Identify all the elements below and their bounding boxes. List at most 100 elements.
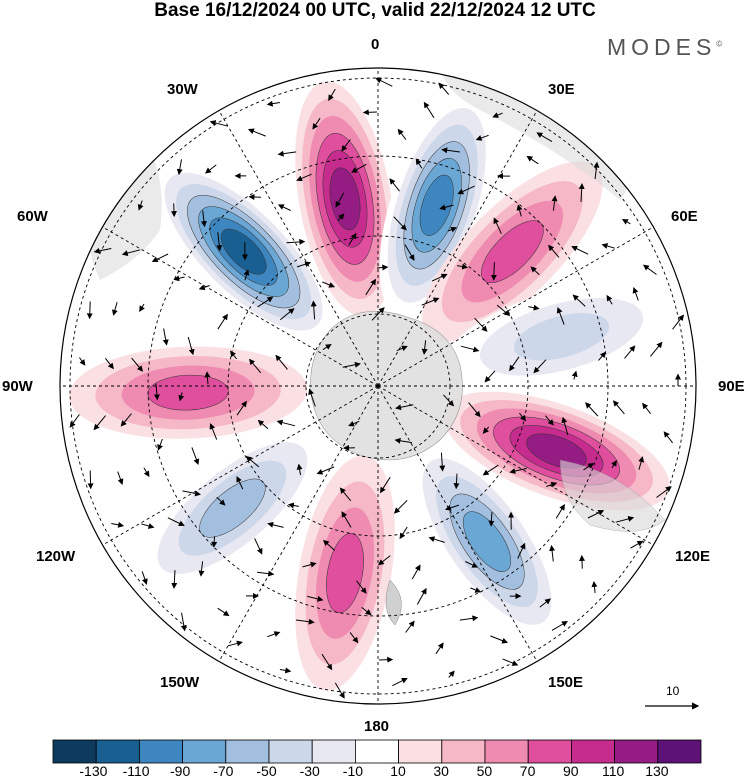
wind-arrow	[561, 416, 569, 436]
wind-arrow	[439, 204, 454, 211]
wind-arrow	[447, 226, 458, 233]
wind-arrow	[663, 431, 673, 444]
lon-label-120e: 120E	[675, 548, 711, 565]
meridian-line	[100, 225, 379, 387]
wind-arrow	[393, 499, 408, 514]
wind-arrow	[111, 302, 118, 316]
colorbar-tick-label: 30	[433, 763, 449, 779]
lon-label-60e: 60E	[671, 208, 698, 225]
wind-arrow	[457, 263, 469, 270]
wind-arrow	[308, 388, 316, 407]
wind-arrow	[277, 150, 297, 157]
wind-arrow	[376, 264, 389, 271]
lon-label-60w: 60W	[17, 208, 48, 225]
wind-arrow	[254, 538, 263, 555]
wind-arrow	[257, 296, 274, 308]
map-border	[59, 67, 697, 705]
wind-arrow	[78, 357, 86, 366]
anomaly-center	[295, 81, 395, 317]
wind-arrow	[530, 266, 540, 276]
wind-arrow	[488, 512, 495, 527]
wind-arrow	[444, 504, 460, 511]
anomaly-center	[422, 161, 603, 342]
wind-arrow	[217, 607, 230, 617]
wind-arrow	[638, 456, 645, 470]
wind-arrow	[572, 294, 586, 307]
wind-arrow	[243, 269, 250, 281]
wind-arrow	[642, 264, 657, 275]
wind-arrow	[267, 521, 284, 528]
lon-label-120w: 120W	[36, 548, 76, 565]
wind-arrow	[536, 132, 553, 143]
wind-arrow	[428, 536, 445, 543]
wind-arrow	[516, 204, 523, 217]
wind-arrow	[624, 345, 636, 359]
wind-arrow	[287, 502, 299, 509]
wind-arrow	[257, 419, 269, 430]
wind-arrow	[556, 306, 565, 325]
wind-arrow	[248, 194, 262, 201]
anomaly-field	[69, 81, 678, 691]
wind-arrow	[267, 631, 281, 638]
wind-arrow	[247, 128, 266, 137]
colorbar-tick-label: -50	[256, 763, 277, 779]
brand-text: MODES	[607, 34, 717, 60]
wind-arrow	[468, 402, 481, 418]
wind-arrow	[591, 581, 598, 594]
wind-arrow	[198, 561, 205, 577]
wind-arrow	[378, 656, 394, 663]
wind-arrow	[191, 447, 200, 466]
wind-arrow	[404, 244, 415, 261]
wind-arrow	[509, 356, 520, 372]
wind-arrow	[539, 598, 551, 608]
wind-arrow	[86, 301, 93, 320]
meridian-line	[377, 225, 656, 387]
wind-arrow	[621, 219, 631, 225]
wind-arrow	[200, 210, 207, 228]
wind-arrow	[611, 460, 617, 469]
wind-arrow	[139, 303, 145, 312]
wind-arrow	[411, 564, 421, 580]
colorbar-tick-label: 70	[519, 763, 536, 779]
wind-arrow	[656, 486, 672, 498]
wind-arrow	[405, 620, 415, 633]
wind-arrow	[546, 481, 558, 488]
wind-arrow	[286, 238, 306, 245]
wind-arrow	[578, 183, 585, 202]
wind-arrow	[157, 438, 163, 451]
wind-arrow	[341, 511, 352, 528]
colorbar-tick-label: 90	[563, 763, 579, 779]
wind-arrow	[361, 607, 372, 616]
wind-arrow	[453, 473, 460, 490]
wind-arrow	[396, 345, 408, 352]
wind-arrow	[312, 117, 321, 130]
wind-arrow	[141, 571, 148, 585]
wind-arrow	[490, 262, 497, 281]
wind-arrow	[93, 247, 112, 254]
wind-arrow	[341, 139, 351, 152]
wind-arrow	[438, 82, 450, 95]
wind-arrow	[392, 677, 408, 687]
wind-arrow	[601, 243, 615, 249]
wind-arrow	[571, 245, 589, 255]
wind-arrow	[493, 217, 502, 234]
wind-arrow	[87, 470, 94, 490]
wind-arrow	[204, 371, 211, 385]
wind-arrow	[316, 466, 335, 475]
meridian-line	[377, 385, 539, 664]
wind-arrow	[598, 351, 607, 361]
wind-arrow	[296, 463, 303, 476]
brand-logo: MODES©	[607, 34, 722, 61]
wind-arrow	[178, 392, 185, 402]
wind-arrow	[153, 383, 160, 401]
wind-arrow	[397, 128, 407, 140]
wind-arrow	[482, 464, 499, 476]
wind-arrow	[448, 670, 455, 678]
wind-arrow	[171, 203, 178, 218]
wind-arrow	[528, 304, 540, 311]
wind-arrow	[583, 462, 595, 471]
wind-arrow	[612, 400, 625, 415]
wind-arrow	[443, 394, 455, 407]
wind-arrow	[216, 496, 226, 506]
wind-arrow	[399, 526, 408, 540]
